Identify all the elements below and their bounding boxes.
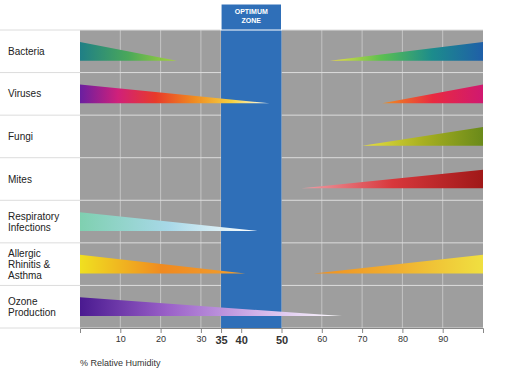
effect-wedge [330, 42, 483, 61]
tick: 50 [276, 328, 288, 346]
tick-mark [362, 328, 363, 333]
grid-line [120, 30, 121, 328]
grid [0, 30, 483, 328]
tick-mark [161, 328, 162, 333]
plot-background [80, 30, 483, 328]
tick: 70 [358, 328, 368, 344]
band-label: OPTIMUMZONE [235, 8, 268, 24]
tick-label: 40 [236, 334, 248, 346]
tick-label: 50 [276, 334, 288, 346]
effect-wedge [80, 212, 257, 231]
tick-mark [322, 328, 323, 333]
tick-label: 20 [156, 334, 166, 344]
tick: 80 [398, 328, 408, 344]
band-group [221, 30, 281, 328]
grid-line [321, 30, 322, 328]
row-label: Viruses [8, 88, 41, 99]
tick: 60 [317, 328, 327, 344]
row-label: Fungi [8, 131, 33, 142]
tick: 20 [156, 328, 166, 344]
tick: 90 [438, 328, 448, 344]
tick-label: 90 [438, 334, 448, 344]
tick-mark [282, 328, 283, 333]
tick: 40 [236, 328, 248, 346]
marks [80, 42, 483, 316]
effect-wedge [302, 170, 483, 189]
effect-wedge [80, 255, 245, 274]
row-label: RespiratoryInfections [8, 211, 59, 233]
tick: 30 [196, 328, 206, 344]
effect-wedge [80, 297, 342, 316]
tick-mark [402, 328, 403, 333]
grid-line [200, 30, 201, 328]
tick-label: 70 [358, 334, 368, 344]
effect-wedge [80, 42, 177, 61]
band-label-box [221, 4, 281, 30]
effect-wedge [80, 84, 269, 103]
tick: 10 [116, 328, 126, 344]
tick-mark [443, 328, 444, 333]
tick-mark [120, 328, 121, 333]
row-label: AllergicRhinitis &Asthma [8, 248, 51, 281]
tick: 35 [215, 328, 227, 346]
tick-label: 80 [398, 334, 408, 344]
x-axis-title: % Relative Humidity [80, 358, 161, 368]
row-label: Bacteria [8, 46, 45, 57]
axis-line [81, 329, 484, 334]
grid-line [160, 30, 161, 328]
tick-label: 30 [196, 334, 206, 344]
x-axis: 10 20 30 35 40 50 60 70 80 90 [81, 328, 484, 346]
row-label: Mites [8, 174, 32, 185]
grid-line [362, 30, 363, 328]
effect-wedge [362, 127, 483, 146]
tick-label: 35 [215, 334, 227, 346]
tick-label: 10 [116, 334, 126, 344]
effect-wedge [314, 255, 483, 274]
tick-mark [241, 328, 242, 333]
row-labels: Bacteria Viruses Fungi Mites RespiratoryInfe… [8, 46, 59, 318]
effect-wedge [382, 84, 483, 103]
tick-label: 60 [317, 334, 327, 344]
row-label: OzoneProduction [8, 296, 56, 318]
tick-mark [201, 328, 202, 333]
tick-mark [221, 328, 222, 333]
chart: OPTIMUMZONE Bacteria Viruses Fungi Mites Resp… [0, 0, 512, 372]
optimum-band [221, 30, 281, 328]
